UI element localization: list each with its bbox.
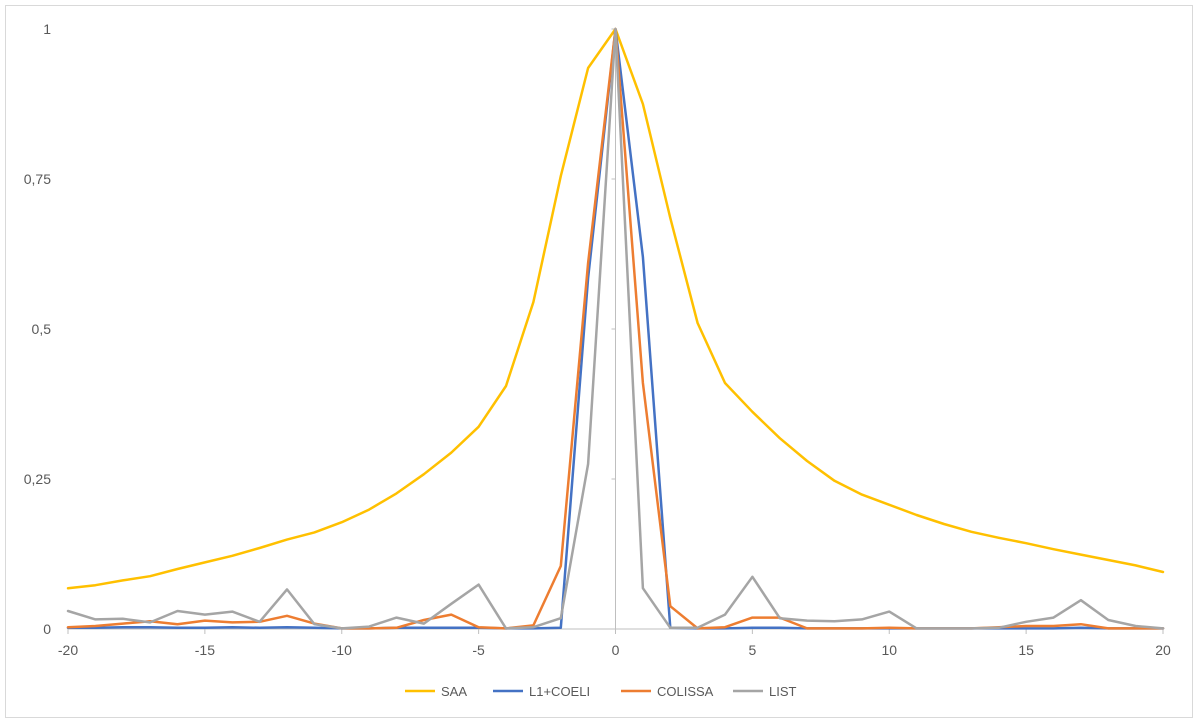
axes bbox=[67, 28, 1164, 634]
y-tick-label: 0 bbox=[43, 621, 51, 637]
x-tick-label: -5 bbox=[472, 642, 485, 658]
x-tick-label: -15 bbox=[195, 642, 215, 658]
x-tick-label: 15 bbox=[1018, 642, 1034, 658]
chart-frame: 0 0,25 0,5 0,75 1 -20 -15 -10 -5 0 5 10 15 20 SAA L1+… bbox=[5, 5, 1193, 718]
x-tick-label: 20 bbox=[1155, 642, 1171, 658]
x-tick-label: 10 bbox=[881, 642, 897, 658]
legend-item-saa: SAA bbox=[405, 684, 467, 699]
x-tick-label: -20 bbox=[58, 642, 78, 658]
y-tick-label: 0,5 bbox=[32, 321, 52, 337]
legend: SAA L1+COELI COLISSA LIST bbox=[405, 684, 797, 699]
line-chart: 0 0,25 0,5 0,75 1 -20 -15 -10 -5 0 5 10 15 20 SAA L1+… bbox=[24, 21, 1171, 699]
series-line-list bbox=[66, 27, 1165, 630]
legend-item-list: LIST bbox=[733, 684, 797, 699]
legend-item-l1-coeli: L1+COELI bbox=[493, 684, 590, 699]
y-tick-label: 0,75 bbox=[24, 171, 51, 187]
y-tick-labels: 0 0,25 0,5 0,75 1 bbox=[24, 21, 51, 637]
y-tick-label: 0,25 bbox=[24, 471, 51, 487]
series-lines bbox=[66, 27, 1165, 630]
x-tick-label: -10 bbox=[332, 642, 352, 658]
legend-item-colissa: COLISSA bbox=[621, 684, 714, 699]
y-tick-label: 1 bbox=[43, 21, 51, 37]
x-tick-label: 0 bbox=[612, 642, 620, 658]
legend-label: L1+COELI bbox=[529, 684, 590, 699]
legend-label: SAA bbox=[441, 684, 467, 699]
legend-label: LIST bbox=[769, 684, 797, 699]
x-tick-labels: -20 -15 -10 -5 0 5 10 15 20 bbox=[58, 642, 1171, 658]
x-tick-label: 5 bbox=[748, 642, 756, 658]
legend-label: COLISSA bbox=[657, 684, 714, 699]
